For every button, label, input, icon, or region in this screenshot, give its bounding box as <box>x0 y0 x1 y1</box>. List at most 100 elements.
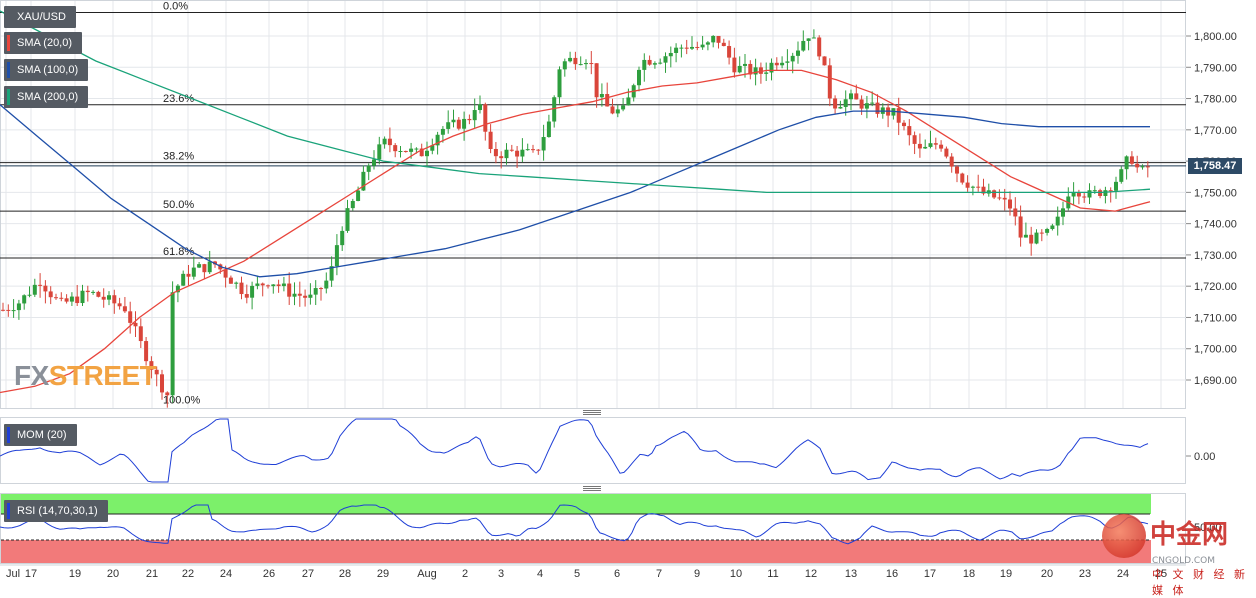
candle-body <box>64 298 69 302</box>
candle <box>621 97 626 112</box>
candle <box>451 109 456 128</box>
candle <box>827 58 832 107</box>
legend-symbol[interactable]: XAU/USD <box>4 6 76 28</box>
watermark-url: CNGOLD.COM <box>1152 556 1216 566</box>
candle-body <box>16 303 21 311</box>
candle-body <box>372 159 376 166</box>
candle <box>637 66 641 92</box>
candle-body <box>1098 190 1103 196</box>
candle-body <box>1045 228 1050 233</box>
candle <box>303 289 308 307</box>
candle <box>917 133 922 158</box>
candle <box>1140 164 1145 170</box>
candle <box>324 272 329 294</box>
candle-body <box>1103 190 1108 196</box>
candle <box>679 44 684 58</box>
candle-body <box>705 42 710 45</box>
candle-body <box>1055 216 1060 226</box>
candle-body <box>356 190 361 201</box>
candle-body <box>1092 190 1097 192</box>
candle-body <box>1114 181 1118 191</box>
fib-label: 100.0% <box>163 395 201 407</box>
legend-sma200-label: SMA (200,0) <box>17 91 79 103</box>
candle-body <box>827 65 832 99</box>
date-tick-label: 27 <box>302 568 314 580</box>
candle <box>345 199 350 233</box>
candle <box>160 369 164 400</box>
candle-body <box>589 63 594 65</box>
candle-body <box>806 38 811 41</box>
candle-body <box>22 295 27 304</box>
candle <box>1145 161 1150 178</box>
pane-divider-mom[interactable] <box>0 409 1186 416</box>
mom-tick-label: 0.00 <box>1194 451 1215 463</box>
legend-rsi[interactable]: RSI (14,70,30,1) <box>4 500 108 522</box>
date-tick-label: 20 <box>1041 568 1053 580</box>
candle-body <box>970 186 975 188</box>
candle <box>674 43 679 63</box>
rsi-tick-label: 50.00 <box>1194 522 1222 534</box>
candle <box>912 131 917 155</box>
candle-body <box>160 374 164 393</box>
candle <box>32 278 37 297</box>
legend-mom[interactable]: MOM (20) <box>4 424 77 446</box>
candle <box>281 276 286 292</box>
candle-body <box>854 93 859 100</box>
candle-body <box>944 148 949 157</box>
candle <box>626 88 631 106</box>
candle <box>1071 182 1076 205</box>
price-tick-label: 1,710.00 <box>1194 312 1237 324</box>
legend-sma100[interactable]: SMA (100,0) <box>4 59 89 81</box>
candle <box>849 89 853 111</box>
candle-body <box>933 143 938 145</box>
sma100-line <box>0 104 1150 278</box>
candle <box>896 97 901 136</box>
legend-mom-swatch <box>7 427 10 443</box>
candle-body <box>700 44 705 48</box>
cngold-watermark: 中金网 CNGOLD.COM 中 文 财 经 新 媒 体 <box>1098 512 1254 597</box>
date-tick-label: 2 <box>462 568 468 580</box>
legend-sma20[interactable]: SMA (20,0) <box>4 32 83 54</box>
candle-body <box>197 264 202 268</box>
candle-body <box>711 35 716 43</box>
candle-body <box>345 208 350 231</box>
candle-body <box>859 99 864 109</box>
candle <box>965 175 970 192</box>
date-tick-label: 29 <box>377 568 389 580</box>
candle-body <box>472 110 477 121</box>
candle-body <box>1119 169 1124 182</box>
date-tick-label: 22 <box>182 568 194 580</box>
watermark-cn: 中 文 财 经 新 媒 体 <box>1152 568 1248 597</box>
candle-body <box>324 280 329 289</box>
candle <box>22 294 27 310</box>
candle-body <box>96 291 101 297</box>
candle <box>907 119 912 146</box>
candle <box>96 290 101 298</box>
candle <box>642 53 647 82</box>
candle-body <box>785 61 790 63</box>
candle <box>864 95 869 119</box>
candle <box>944 146 949 159</box>
candle-body <box>425 150 429 157</box>
candle-body <box>27 294 32 296</box>
candle-body <box>568 57 573 62</box>
candle <box>1129 151 1134 166</box>
legend-sma200[interactable]: SMA (200,0) <box>4 86 89 108</box>
pane-divider-rsi[interactable] <box>0 485 1186 492</box>
candle <box>85 285 90 302</box>
candle-body <box>1076 192 1081 197</box>
date-tick-label: 5 <box>574 568 580 580</box>
candle <box>122 296 127 313</box>
divider-grip-icon[interactable] <box>583 486 601 487</box>
candle-body <box>939 144 944 149</box>
date-tick-label: 9 <box>694 568 700 580</box>
candle <box>387 127 392 153</box>
candle-body <box>1061 208 1065 217</box>
candle-body <box>615 109 620 114</box>
candle-body <box>695 46 700 48</box>
date-tick-label: 7 <box>656 568 662 580</box>
candle-body <box>191 267 196 277</box>
divider-grip-icon[interactable] <box>583 410 601 411</box>
candle-body <box>562 61 567 70</box>
